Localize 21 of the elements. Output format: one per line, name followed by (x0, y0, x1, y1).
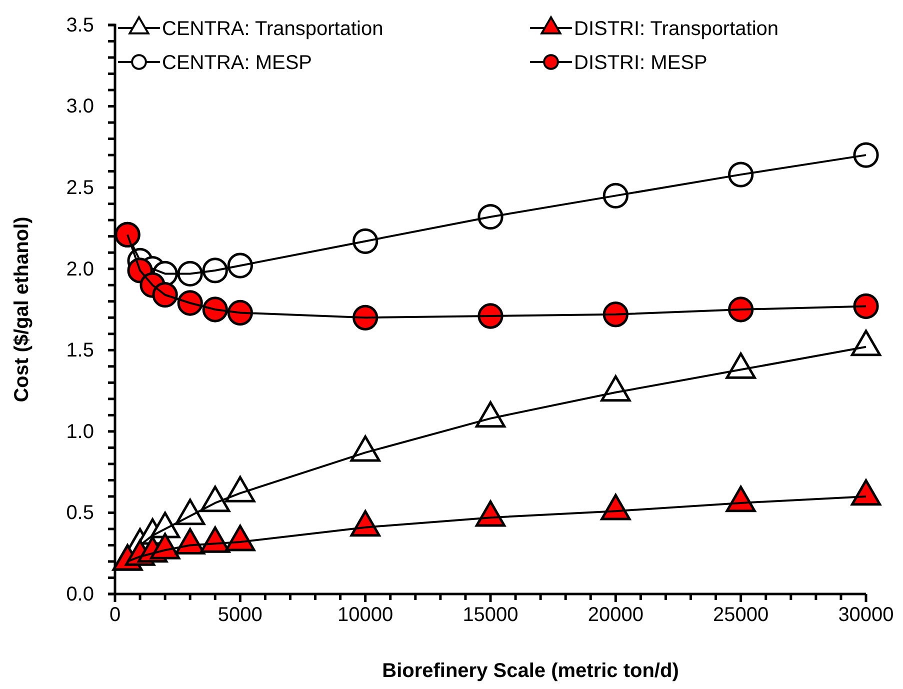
x-axis-title: Biorefinery Scale (metric ton/d) (382, 660, 679, 682)
legend-label: DISTRI: Transportation (574, 18, 779, 40)
y-axis-title: Cost ($/gal ethanol) (11, 216, 33, 402)
x-tick-label: 0 (109, 604, 121, 626)
y-tick-label: 3.5 (66, 14, 94, 36)
y-tick-label: 0.0 (66, 583, 94, 606)
x-tick-label: 25000 (713, 604, 769, 626)
y-tick-label: 0.5 (66, 502, 94, 524)
legend-label: CENTRA: Transportation (162, 18, 384, 40)
y-tick-label: 1.5 (66, 340, 94, 362)
y-tick-label: 3.0 (66, 96, 94, 118)
x-tick-label: 20000 (588, 604, 644, 626)
x-tick-label: 15000 (462, 604, 518, 626)
y-tick-label: 2.0 (66, 258, 94, 280)
x-tick-label: 10000 (338, 604, 394, 626)
y-tick-label: 1.0 (66, 420, 94, 443)
x-tick-label: 30000 (838, 604, 894, 626)
x-tick-label: 5000 (218, 604, 262, 626)
legend-label: DISTRI: MESP (574, 52, 708, 74)
legend-label: CENTRA: MESP (162, 52, 312, 74)
y-tick-label: 2.5 (66, 176, 94, 199)
